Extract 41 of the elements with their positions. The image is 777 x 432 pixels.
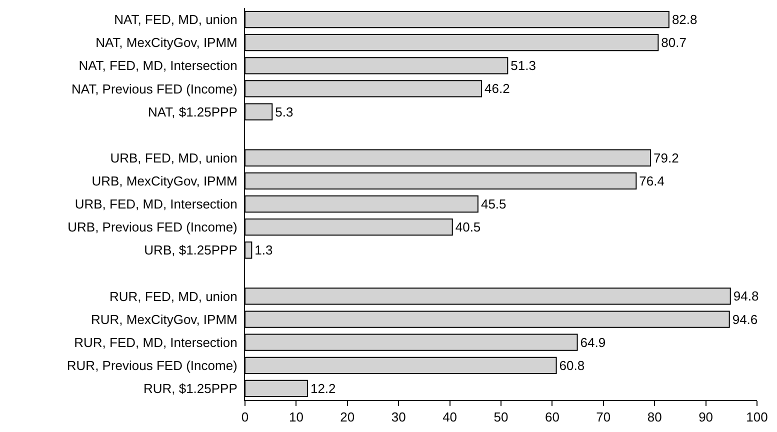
x-tick-label: 30 [391,410,406,425]
data-label: 94.6 [732,312,758,327]
data-label: 82.8 [672,12,698,28]
y-tick-label: RUR, FED, MD, Intersection [74,334,238,350]
y-tick-label: NAT, $1.25PPP [148,104,238,120]
y-tick-label: RUR, Previous FED (Income) [66,358,238,373]
y-tick-label: RUR, $1.25PPP [143,381,238,396]
x-tick-label: 50 [494,410,508,425]
data-label: 60.8 [559,358,585,373]
x-tick-label: 70 [596,410,611,425]
y-tick-label: URB, Previous FED (Income) [68,220,238,235]
y-tick-label: URB, FED, MD, union [110,150,238,166]
x-tick-label: 100 [746,410,768,425]
y-tick-label: NAT, MexCityGov, IPMM [96,35,238,50]
x-tick-label: 0 [241,410,249,425]
data-label: 40.5 [455,220,481,235]
data-label: 64.9 [580,334,606,350]
x-tick-label: 20 [340,410,355,425]
data-label: 12.2 [310,380,336,396]
y-tick-label: URB, FED, MD, Intersection [74,196,238,212]
y-tick-label: RUR, FED, MD, union [110,288,238,304]
y-tick-label: RUR, MexCityGov, IPMM [91,312,238,327]
y-tick-label: URB, MexCityGov, IPMM [92,173,238,188]
y-tick-label: NAT, Previous FED (Income) [71,81,238,96]
y-tick-label: URB, $1.25PPP [144,242,238,258]
data-label: 51.3 [510,58,536,74]
x-tick-label: 60 [544,410,560,425]
x-tick-label: 90 [698,410,714,425]
data-label: 80.7 [661,35,686,50]
y-tick-label: NAT, FED, MD, union [114,12,238,28]
y-tick-label: NAT, FED, MD, Intersection [78,58,238,74]
x-tick-label: 40 [442,410,458,425]
data-label: 79.2 [654,150,679,166]
data-label: 76.4 [639,173,664,188]
data-label: 46.2 [484,81,510,96]
x-tick-label: 10 [288,410,304,425]
data-label: 1.3 [254,242,273,258]
data-label: 94.8 [733,288,759,304]
data-label: 5.3 [275,104,294,120]
x-tick-label: 80 [647,410,662,425]
data-label: 45.5 [480,196,506,212]
